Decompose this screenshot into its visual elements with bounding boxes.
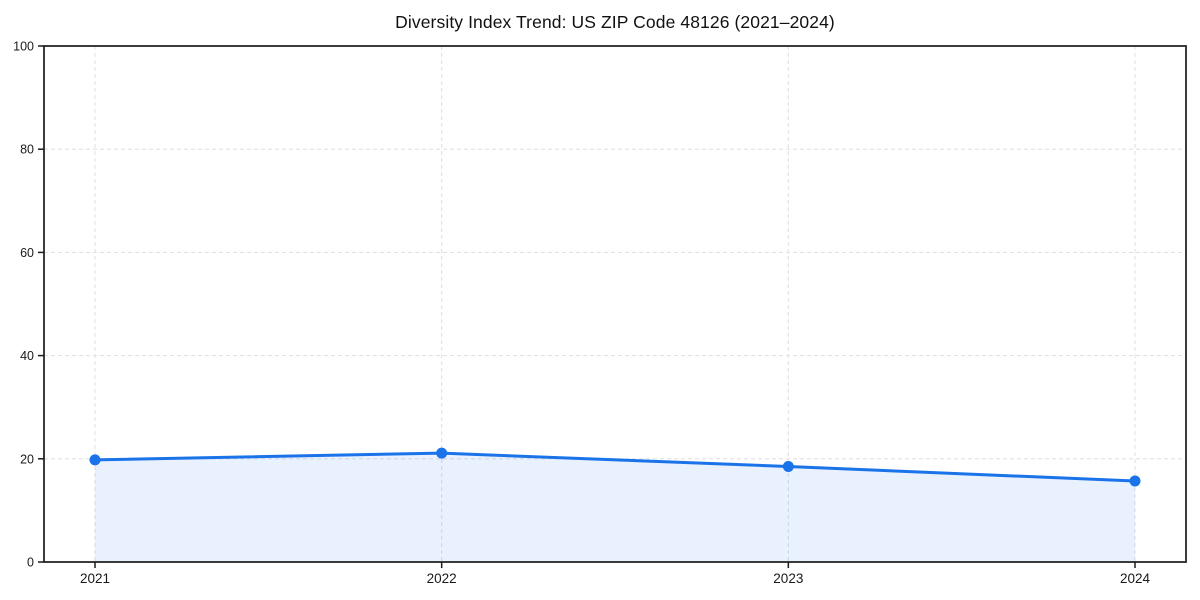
trend-line [93, 451, 1137, 483]
area-fill [95, 453, 1135, 562]
x-tick-label: 2022 [427, 571, 457, 586]
x-tick-label: 2023 [773, 571, 803, 586]
y-tick-label: 100 [13, 40, 34, 54]
data-point-2021 [89, 454, 101, 466]
y-tick-label: 0 [27, 556, 34, 570]
plot-border [43, 45, 1187, 563]
data-point-2022 [436, 447, 448, 459]
y-tick-label: 40 [20, 349, 34, 363]
x-tick-label: 2024 [1120, 571, 1151, 586]
data-point-2024 [1129, 475, 1141, 487]
data-point-2023 [782, 461, 794, 473]
y-tick-label: 20 [20, 452, 34, 466]
y-tick-label: 60 [20, 246, 34, 260]
y-tick-label: 80 [20, 143, 34, 157]
chart-title: Diversity Index Trend: US ZIP Code 48126… [395, 12, 835, 32]
x-tick-label: 2021 [80, 571, 110, 586]
